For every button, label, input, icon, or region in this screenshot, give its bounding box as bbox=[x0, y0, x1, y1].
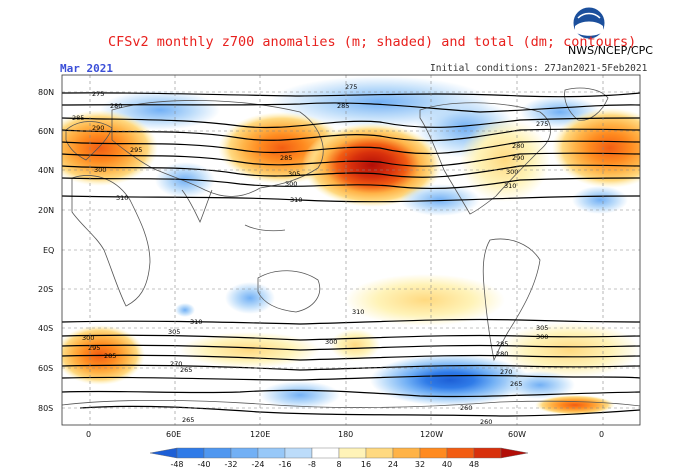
colorbar-swatch bbox=[257, 447, 286, 459]
colorbar-swatch bbox=[392, 447, 421, 459]
colorbar-tick-label: 32 bbox=[415, 460, 425, 469]
lon-axis-labels: 0 60E 120E 180 120W 60W 0 bbox=[86, 430, 604, 439]
colorbar: -48 -40 -32 -24 -16 -8 8 16 24 32 40 48 bbox=[149, 447, 529, 469]
svg-text:305: 305 bbox=[168, 328, 180, 336]
svg-text:265: 265 bbox=[510, 380, 522, 388]
svg-text:290: 290 bbox=[512, 154, 524, 162]
colorbar-swatch bbox=[149, 447, 178, 459]
svg-text:265: 265 bbox=[182, 416, 194, 424]
lat-label: 40N bbox=[38, 166, 54, 175]
lat-axis-labels: 80N 60N 40N 20N EQ 20S 40S 60S 80S bbox=[38, 88, 54, 413]
svg-text:290: 290 bbox=[92, 124, 104, 132]
svg-text:310: 310 bbox=[504, 182, 516, 190]
lon-label: 180 bbox=[338, 430, 353, 439]
svg-text:265: 265 bbox=[180, 366, 192, 374]
lon-label: 0 bbox=[86, 430, 91, 439]
colorbar-tick-label: 8 bbox=[336, 460, 341, 469]
colorbar-tick-label: -40 bbox=[197, 460, 210, 469]
colorbar-tick-label: -48 bbox=[170, 460, 183, 469]
lat-label: EQ bbox=[43, 246, 54, 255]
lat-label: 60S bbox=[38, 364, 53, 373]
svg-text:300: 300 bbox=[285, 180, 297, 188]
noaa-logo-icon bbox=[572, 6, 606, 40]
colorbar-swatch bbox=[446, 447, 475, 459]
colorbar-swatch bbox=[230, 447, 259, 459]
lat-label: 80S bbox=[38, 404, 53, 413]
colorbar-swatch bbox=[419, 447, 448, 459]
colorbar-tick-label: 16 bbox=[361, 460, 371, 469]
forecast-month: Mar 2021 bbox=[60, 62, 113, 75]
lon-label: 60E bbox=[166, 430, 181, 439]
colorbar-tick-label: 40 bbox=[442, 460, 452, 469]
svg-text:300: 300 bbox=[82, 334, 94, 342]
svg-text:285: 285 bbox=[104, 352, 116, 360]
svg-text:300: 300 bbox=[506, 168, 518, 176]
plot-frame bbox=[61, 74, 641, 426]
svg-text:280: 280 bbox=[512, 142, 524, 150]
chart-title: CFSv2 monthly z700 anomalies (m; shaded)… bbox=[108, 34, 637, 50]
colorbar-tick-label: -24 bbox=[251, 460, 264, 469]
svg-text:310: 310 bbox=[290, 196, 302, 204]
svg-text:280: 280 bbox=[496, 350, 508, 358]
colorbar-tick-label: 48 bbox=[469, 460, 479, 469]
svg-text:305: 305 bbox=[288, 170, 300, 178]
anomaly-shading bbox=[62, 76, 640, 415]
colorbar-swatch bbox=[203, 447, 232, 459]
svg-text:310: 310 bbox=[116, 194, 128, 202]
colorbar-swatch bbox=[176, 447, 205, 459]
svg-text:295: 295 bbox=[88, 344, 100, 352]
svg-text:285: 285 bbox=[280, 154, 292, 162]
svg-text:310: 310 bbox=[352, 308, 364, 316]
lat-label: 80N bbox=[38, 88, 54, 97]
svg-text:300: 300 bbox=[325, 338, 337, 346]
svg-text:275: 275 bbox=[536, 120, 548, 128]
colorbar-swatch bbox=[338, 447, 367, 459]
lat-label: 40S bbox=[38, 324, 53, 333]
svg-text:275: 275 bbox=[92, 90, 104, 98]
lon-label: 120E bbox=[250, 430, 270, 439]
svg-text:285: 285 bbox=[496, 340, 508, 348]
svg-text:300: 300 bbox=[536, 333, 548, 341]
height-contours bbox=[62, 92, 640, 417]
svg-text:295: 295 bbox=[130, 146, 142, 154]
svg-text:285: 285 bbox=[72, 114, 84, 122]
initial-conditions: Initial conditions: 27Jan2021-5Feb2021 bbox=[430, 63, 648, 74]
lon-label: 60W bbox=[508, 430, 526, 439]
agency-label: NWS/NCEP/CPC bbox=[568, 44, 653, 57]
lat-label: 60N bbox=[38, 127, 54, 136]
svg-text:285: 285 bbox=[337, 102, 349, 110]
colorbar-tick-label: -32 bbox=[224, 460, 237, 469]
colorbar-swatch bbox=[284, 447, 313, 459]
colorbar-tick-label: -8 bbox=[308, 460, 316, 469]
coastlines bbox=[62, 87, 640, 409]
colorbar-swatch bbox=[473, 447, 502, 459]
svg-text:280: 280 bbox=[110, 102, 122, 110]
svg-text:275: 275 bbox=[345, 83, 357, 91]
svg-text:310: 310 bbox=[190, 318, 202, 326]
colorbar-swatch bbox=[311, 447, 340, 459]
lon-label: 0 bbox=[599, 430, 604, 439]
grid-lines bbox=[62, 75, 640, 425]
svg-text:260: 260 bbox=[480, 418, 492, 426]
colorbar-tick-label: -16 bbox=[278, 460, 291, 469]
svg-text:270: 270 bbox=[170, 360, 182, 368]
colorbar-swatch bbox=[365, 447, 394, 459]
lat-label: 20N bbox=[38, 206, 54, 215]
lat-label: 20S bbox=[38, 285, 53, 294]
colorbar-tick-label: 24 bbox=[388, 460, 398, 469]
colorbar-swatch bbox=[500, 447, 529, 459]
lon-label: 120W bbox=[420, 430, 443, 439]
svg-text:270: 270 bbox=[500, 368, 512, 376]
